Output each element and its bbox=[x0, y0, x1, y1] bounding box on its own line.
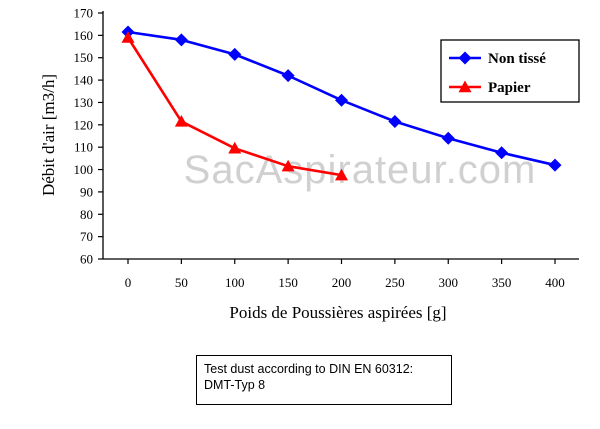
legend-label: Non tissé bbox=[488, 51, 546, 67]
test-note-box: Test dust according to DIN EN 60312: DMT… bbox=[196, 355, 452, 405]
y-tick-label: 170 bbox=[74, 6, 94, 21]
data-point bbox=[281, 159, 295, 172]
test-note-line-1: Test dust according to DIN EN 60312: bbox=[204, 362, 414, 376]
x-tick-label: 200 bbox=[332, 275, 352, 290]
x-tick-label: 100 bbox=[225, 275, 245, 290]
series-2 bbox=[121, 31, 348, 181]
data-point bbox=[281, 69, 295, 83]
x-tick-label: 250 bbox=[385, 275, 405, 290]
data-point bbox=[388, 114, 402, 128]
legend-marker bbox=[458, 51, 472, 65]
data-point bbox=[495, 146, 509, 160]
x-tick-label: 0 bbox=[125, 275, 132, 290]
y-tick-label: 110 bbox=[74, 140, 93, 155]
watermark-text: SacAspirateur.com bbox=[184, 148, 537, 192]
data-point bbox=[228, 47, 242, 61]
y-tick-label: 120 bbox=[74, 117, 94, 132]
legend-marker bbox=[458, 80, 472, 93]
data-point bbox=[335, 93, 348, 107]
legend-label: Papier bbox=[488, 80, 531, 96]
data-point bbox=[121, 31, 135, 43]
y-tick-label: 100 bbox=[74, 162, 94, 177]
data-point bbox=[174, 33, 188, 47]
legend-item: Non tissé bbox=[449, 51, 546, 67]
y-tick-label: 160 bbox=[74, 28, 94, 43]
chart: SacAspirateur.com 60 70 80 90 100 110 120 130 14… bbox=[39, 6, 580, 322]
series-1 bbox=[121, 25, 562, 172]
x-ticks: 0 50 100 150 200 250 300 350 400 bbox=[125, 259, 565, 290]
data-point bbox=[441, 131, 455, 145]
series-layer bbox=[121, 25, 562, 181]
y-tick-label: 90 bbox=[80, 184, 93, 199]
legend: Non tissé Papier bbox=[440, 39, 580, 103]
y-tick-label: 150 bbox=[74, 50, 94, 65]
x-axis-title: Poids de Poussières aspirées [g] bbox=[229, 303, 446, 322]
x-tick-label: 50 bbox=[175, 275, 188, 290]
test-note-line-2: DMT-Typ 8 bbox=[204, 378, 266, 392]
y-tick-label: 80 bbox=[80, 207, 93, 222]
data-point bbox=[335, 168, 348, 181]
data-point bbox=[548, 158, 562, 172]
y-tick-label: 140 bbox=[74, 73, 94, 88]
data-point bbox=[228, 141, 242, 154]
y-axis-title: Débit d'air [m3/h] bbox=[39, 74, 58, 196]
x-tick-label: 400 bbox=[545, 275, 565, 290]
y-ticks: 60 70 80 90 100 110 120 130 140 150 160 170 bbox=[74, 6, 103, 267]
x-tick-label: 150 bbox=[278, 275, 298, 290]
y-tick-label: 70 bbox=[80, 229, 93, 244]
x-tick-label: 300 bbox=[439, 275, 459, 290]
legend-item: Papier bbox=[449, 80, 531, 96]
data-point bbox=[174, 114, 188, 127]
y-tick-label: 60 bbox=[80, 252, 93, 267]
x-tick-label: 350 bbox=[492, 275, 512, 290]
y-tick-label: 130 bbox=[74, 95, 94, 110]
